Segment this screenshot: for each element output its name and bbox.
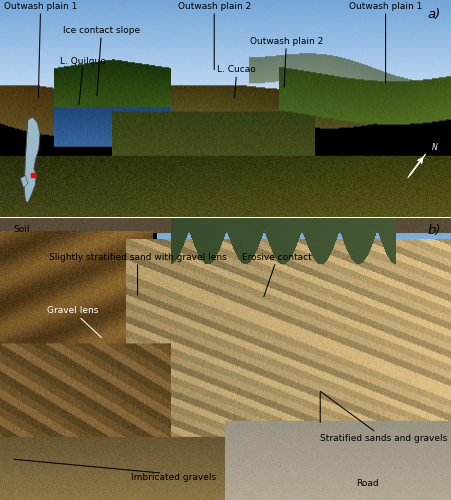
Text: b): b) bbox=[428, 224, 441, 236]
Polygon shape bbox=[24, 117, 40, 203]
Polygon shape bbox=[21, 176, 28, 188]
Text: Slightly stratified sand with gravel lens: Slightly stratified sand with gravel len… bbox=[49, 253, 226, 295]
Text: Outwash plain 1: Outwash plain 1 bbox=[4, 2, 77, 98]
Text: L. Cucao: L. Cucao bbox=[217, 65, 256, 98]
Text: Road: Road bbox=[356, 479, 379, 488]
Text: Gravel lens: Gravel lens bbox=[47, 306, 101, 338]
Text: N: N bbox=[432, 143, 438, 152]
Text: Ice contact slope: Ice contact slope bbox=[63, 26, 140, 96]
Text: Erosive contact: Erosive contact bbox=[243, 253, 312, 296]
Text: a): a) bbox=[428, 8, 441, 20]
Text: Soil: Soil bbox=[14, 224, 30, 234]
Text: L. Quilque: L. Quilque bbox=[60, 56, 106, 104]
Text: Imbricated gravels: Imbricated gravels bbox=[131, 473, 216, 482]
Text: Stratified sands and gravels: Stratified sands and gravels bbox=[320, 391, 447, 442]
Text: Outwash plain 2: Outwash plain 2 bbox=[250, 37, 323, 87]
Text: Outwash plain 1: Outwash plain 1 bbox=[349, 2, 422, 82]
Text: Outwash plain 2: Outwash plain 2 bbox=[178, 2, 251, 70]
